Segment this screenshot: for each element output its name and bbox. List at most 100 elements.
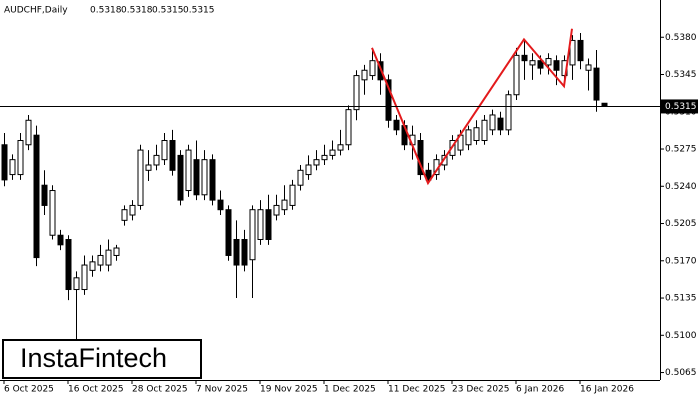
candle-body bbox=[313, 159, 320, 166]
candle-body bbox=[537, 60, 544, 69]
candle-body bbox=[361, 69, 368, 81]
candle-body bbox=[121, 209, 128, 221]
candle-body bbox=[265, 209, 272, 240]
candle-body bbox=[25, 119, 32, 146]
candle-body bbox=[185, 149, 192, 192]
y-tick-label: 0.5380 bbox=[665, 33, 697, 43]
x-tick-label: 16 Jan 2026 bbox=[580, 385, 634, 395]
candle-body bbox=[33, 134, 40, 259]
candle-body bbox=[41, 184, 48, 206]
candle-body bbox=[241, 238, 248, 266]
candle-body bbox=[505, 94, 512, 131]
candle-body bbox=[17, 140, 24, 176]
symbol-label: AUDCHF,Daily bbox=[4, 6, 68, 16]
candle-body bbox=[201, 159, 208, 196]
header-value: 0.5315 bbox=[183, 6, 215, 16]
y-tick-label: 0.5170 bbox=[665, 256, 697, 266]
candle-body bbox=[297, 169, 304, 186]
candle-body bbox=[529, 60, 536, 66]
candle-body bbox=[217, 199, 224, 211]
x-tick-label: 11 Dec 2025 bbox=[388, 385, 446, 395]
candle-body bbox=[193, 159, 200, 196]
candle-body bbox=[497, 117, 504, 131]
candle-body bbox=[57, 234, 64, 246]
candle-body bbox=[465, 129, 472, 146]
candle-body bbox=[1, 144, 8, 181]
candle-body bbox=[489, 114, 496, 131]
x-tick-label: 6 Jan 2026 bbox=[516, 385, 564, 395]
candle-body bbox=[321, 154, 328, 161]
x-tick-label: 1 Dec 2025 bbox=[324, 385, 376, 395]
candle-body bbox=[233, 238, 240, 266]
candle-body bbox=[97, 254, 104, 266]
pattern-line bbox=[371, 28, 573, 186]
candle-body bbox=[281, 199, 288, 211]
candle-body bbox=[585, 64, 592, 71]
candle-body bbox=[481, 119, 488, 142]
candle-body bbox=[369, 60, 376, 77]
candle-body bbox=[73, 277, 80, 291]
candle-body bbox=[137, 149, 144, 206]
candle-body bbox=[545, 58, 552, 66]
candle-body bbox=[65, 238, 72, 291]
candle-body bbox=[225, 209, 232, 256]
candle-body bbox=[521, 54, 528, 62]
x-tick-label: 16 Oct 2025 bbox=[68, 385, 124, 395]
y-tick-label: 0.5345 bbox=[665, 70, 697, 80]
candle-body bbox=[393, 119, 400, 131]
y-tick-label: 0.5100 bbox=[665, 331, 697, 341]
candle-body bbox=[89, 261, 96, 271]
candle-body bbox=[209, 159, 216, 201]
candle-body bbox=[49, 190, 56, 236]
y-tick-label: 0.5205 bbox=[665, 219, 697, 229]
candle-body bbox=[257, 209, 264, 240]
x-tick-label: 19 Nov 2025 bbox=[260, 385, 318, 395]
current-price-label: 0.5315 bbox=[665, 102, 697, 112]
candle-body bbox=[425, 169, 432, 181]
candle-body bbox=[441, 154, 448, 166]
x-tick-label: 6 Oct 2025 bbox=[4, 385, 54, 395]
candle-body bbox=[81, 264, 88, 291]
y-tick-label: 0.5135 bbox=[665, 294, 697, 304]
candle-body bbox=[305, 164, 312, 176]
candle-body bbox=[593, 67, 600, 101]
candle-body bbox=[385, 79, 392, 121]
header-value: 0.5315 bbox=[152, 6, 184, 16]
candle-body bbox=[353, 75, 360, 111]
candle-body bbox=[569, 39, 576, 66]
x-tick-label: 7 Nov 2025 bbox=[196, 385, 248, 395]
candle-body bbox=[289, 184, 296, 206]
logo: InstaFintech bbox=[20, 343, 167, 373]
candle-body bbox=[105, 249, 112, 266]
candle-body bbox=[177, 154, 184, 201]
candle-body bbox=[169, 140, 176, 171]
header-value: 0.5318 bbox=[90, 6, 122, 16]
candle-body bbox=[577, 39, 584, 62]
candle-body bbox=[9, 159, 16, 176]
y-tick-label: 0.5240 bbox=[665, 182, 697, 192]
current-price-box bbox=[661, 99, 698, 114]
candle-body bbox=[161, 140, 168, 161]
candle-body bbox=[153, 154, 160, 166]
y-tick-label: 0.5065 bbox=[665, 368, 697, 378]
logo-box bbox=[2, 339, 202, 379]
candle-body bbox=[345, 109, 352, 146]
x-tick-label: 28 Oct 2025 bbox=[132, 385, 188, 395]
candle-body bbox=[553, 60, 560, 71]
candle-body bbox=[249, 209, 256, 261]
candle-body bbox=[113, 247, 120, 256]
y-tick-label: 0.5275 bbox=[665, 145, 697, 155]
candle-body bbox=[337, 144, 344, 151]
candle-body bbox=[473, 127, 480, 142]
plot bbox=[1, 28, 608, 340]
candle-body bbox=[329, 149, 336, 156]
candle-body bbox=[145, 164, 152, 171]
candle-body bbox=[129, 204, 136, 216]
x-tick-label: 23 Dec 2025 bbox=[452, 385, 510, 395]
header-value: 0.5318 bbox=[121, 6, 153, 16]
candle-body bbox=[273, 204, 280, 216]
candle-body bbox=[513, 54, 520, 96]
